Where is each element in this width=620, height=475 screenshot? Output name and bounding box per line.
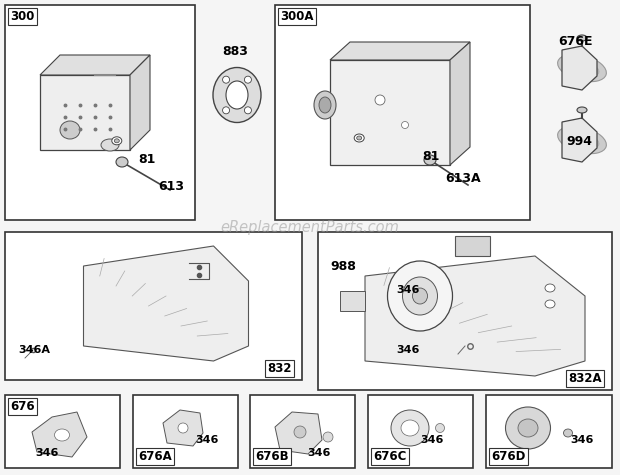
Bar [275, 5, 530, 220]
Text: 300A: 300A [280, 10, 314, 23]
Text: 832: 832 [267, 362, 292, 375]
Ellipse shape [354, 134, 364, 142]
Ellipse shape [55, 429, 69, 441]
Ellipse shape [518, 419, 538, 437]
Text: 988: 988 [330, 260, 356, 273]
Ellipse shape [112, 137, 122, 145]
Text: 346: 346 [570, 435, 593, 445]
Polygon shape [84, 246, 249, 361]
Text: 676A: 676A [138, 450, 172, 463]
Text: 676D: 676D [491, 450, 525, 463]
Ellipse shape [178, 423, 188, 433]
Ellipse shape [565, 132, 599, 149]
Ellipse shape [565, 59, 599, 76]
Text: 300: 300 [10, 10, 34, 23]
Polygon shape [450, 42, 470, 165]
Ellipse shape [505, 407, 551, 449]
Ellipse shape [545, 300, 555, 308]
Polygon shape [330, 60, 450, 165]
Ellipse shape [223, 76, 229, 83]
Bar [5, 395, 120, 468]
Text: 346: 346 [420, 435, 443, 445]
Text: 346: 346 [195, 435, 218, 445]
Bar [340, 291, 365, 311]
Text: 346A: 346A [18, 345, 50, 355]
Ellipse shape [557, 54, 606, 82]
Bar [250, 395, 355, 468]
Ellipse shape [375, 95, 385, 105]
Ellipse shape [577, 35, 587, 41]
Ellipse shape [402, 277, 438, 315]
Bar [133, 395, 238, 468]
Text: 676C: 676C [373, 450, 406, 463]
Ellipse shape [356, 136, 361, 140]
Ellipse shape [424, 155, 436, 165]
Polygon shape [562, 118, 597, 162]
Bar [318, 232, 612, 390]
Polygon shape [40, 55, 150, 75]
Text: eReplacementParts.com: eReplacementParts.com [221, 220, 399, 235]
Ellipse shape [60, 121, 80, 139]
Bar [5, 5, 195, 220]
Text: 346: 346 [307, 448, 330, 458]
Ellipse shape [294, 426, 306, 438]
Ellipse shape [402, 122, 409, 129]
Ellipse shape [564, 429, 572, 437]
Ellipse shape [213, 67, 261, 123]
Text: 676: 676 [10, 400, 35, 413]
Text: 346: 346 [396, 345, 419, 355]
Ellipse shape [101, 139, 119, 151]
Ellipse shape [116, 157, 128, 167]
Ellipse shape [223, 107, 229, 114]
Ellipse shape [319, 97, 331, 113]
Polygon shape [562, 46, 597, 90]
Ellipse shape [401, 420, 419, 436]
Ellipse shape [244, 107, 252, 114]
Polygon shape [330, 42, 470, 60]
Polygon shape [40, 75, 130, 150]
Text: 994: 994 [566, 135, 592, 148]
Text: 613A: 613A [445, 172, 480, 185]
Ellipse shape [323, 432, 333, 442]
Text: 676E: 676E [558, 35, 593, 48]
Text: 883: 883 [222, 45, 248, 58]
Bar [455, 236, 490, 256]
Bar [5, 232, 302, 380]
Ellipse shape [577, 107, 587, 113]
Ellipse shape [388, 261, 453, 331]
Ellipse shape [244, 76, 252, 83]
Polygon shape [365, 256, 585, 376]
Text: 346: 346 [396, 285, 419, 295]
Bar [486, 395, 612, 468]
Polygon shape [163, 410, 203, 446]
Ellipse shape [226, 81, 248, 109]
Text: 832A: 832A [569, 372, 602, 385]
Polygon shape [130, 55, 150, 150]
Bar [368, 395, 473, 468]
Ellipse shape [557, 126, 606, 154]
Text: 81: 81 [138, 153, 156, 166]
Ellipse shape [114, 139, 119, 143]
Ellipse shape [314, 91, 336, 119]
Ellipse shape [545, 284, 555, 292]
Ellipse shape [412, 288, 428, 304]
Ellipse shape [391, 410, 429, 446]
Text: 676B: 676B [255, 450, 289, 463]
Polygon shape [275, 412, 322, 454]
Polygon shape [32, 412, 87, 457]
Text: 613: 613 [158, 180, 184, 193]
Text: 346: 346 [35, 448, 58, 458]
Text: 81: 81 [422, 150, 440, 163]
Ellipse shape [435, 424, 445, 433]
